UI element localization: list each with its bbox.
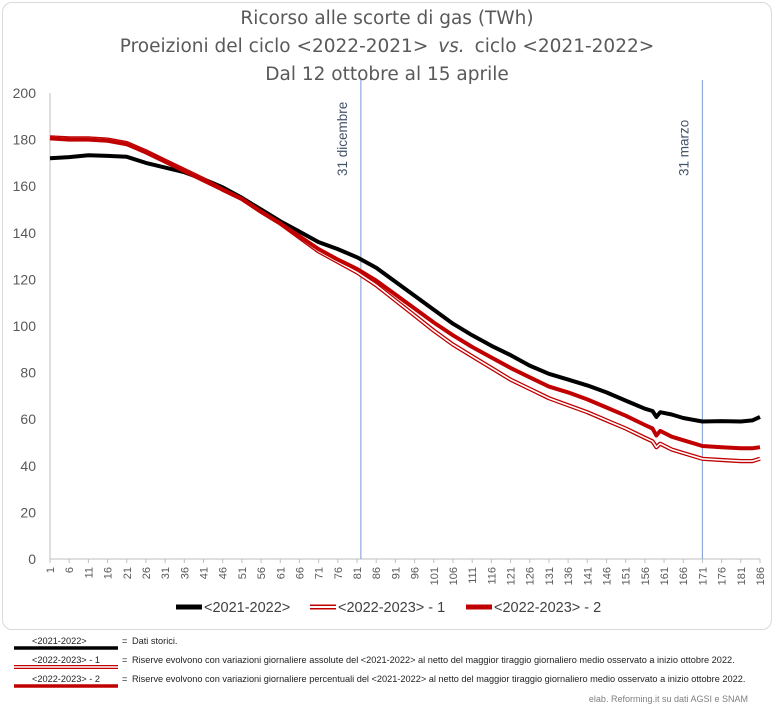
chart-frame [2,2,772,630]
note-row-projection-2: <2022-2023> - 2 = Riserve evolvono con v… [10,674,770,693]
notes-block: <2021-2022> = Dati storici. <2022-2023> … [10,636,770,693]
x-tick-label: 71 [314,567,326,579]
x-axis-ticks: 1 6 11 16 21 26 31 36 41 46 51 56 61 66 71 76 81 86 91 96 10… [45,559,767,585]
x-tick-label: 56 [256,567,268,579]
chart-title-part-vs: vs. [438,36,464,57]
legend: <2021-2022> <2022-2023> - 1 <2022-2023> - … [176,600,601,616]
series-line [49,153,761,424]
x-tick-label: 181 [736,567,748,585]
x-tick-label: 31 [160,567,172,579]
y-tick-label: 160 [13,178,37,194]
note-row-projection-1: <2022-2023> - 1 = Riserve evolvono con v… [10,655,770,674]
chart-axes [49,93,760,560]
y-tick-label: 80 [20,365,36,381]
reference-line-label: 31 marzo [676,120,691,176]
y-axis-ticks: 0 20 40 60 80 100 120 140 160 180 200 [13,85,37,567]
series-line [49,136,761,451]
legend-label: <2021-2022> [204,600,290,616]
x-tick-label: 26 [141,567,153,579]
note-swatch-projection-1 [14,665,118,669]
x-tick-label: 81 [352,567,364,579]
note-equals: = [122,636,128,646]
chart-title-line-1: Ricorso alle scorte di gas (TWh) [240,8,533,29]
y-tick-label: 60 [20,411,36,427]
reference-lines: 31 dicembre 31 marzo [335,80,704,559]
note-description: Riserve evolvono con variazioni giornali… [132,655,735,665]
note-name: <2021-2022> [32,636,87,646]
x-tick-label: 161 [659,567,671,585]
x-tick-label: 51 [237,567,249,579]
x-tick-label: 46 [218,567,230,579]
note-description: Dati storici. [132,636,178,646]
x-tick-label: 146 [601,567,613,585]
legend-label: <2022-2023> - 2 [494,600,601,616]
y-tick-label: 200 [13,85,37,101]
y-tick-label: 120 [13,271,37,287]
x-tick-label: 96 [410,567,422,579]
chart-title-part-a: Proeizioni del ciclo <2022-2021> [120,36,429,57]
y-tick-label: 100 [13,318,37,334]
x-tick-label: 126 [525,567,537,585]
chart-title-line-2: Proeizioni del ciclo <2022-2021> vs. cic… [120,36,655,57]
note-equals: = [122,674,128,684]
x-tick-label: 151 [621,567,633,585]
note-name: <2022-2023> - 1 [32,655,100,665]
legend-label: <2022-2023> - 1 [338,600,445,616]
x-tick-label: 61 [275,567,287,579]
x-tick-label: 176 [717,567,729,585]
note-name: <2022-2023> - 2 [32,674,100,684]
chart-title-part-b: ciclo <2021-2022> [475,36,655,57]
x-tick-label: 141 [582,567,594,585]
reference-line-label: 31 dicembre [335,102,350,176]
y-tick-label: 0 [28,551,36,567]
x-tick-label: 11 [83,567,95,578]
x-tick-label: 166 [678,567,690,585]
x-tick-label: 86 [371,567,383,579]
source-credit: elab. Reforming.it su dati AGSI e SNAM [588,694,748,704]
x-tick-label: 111 [467,567,479,584]
note-row-historical: <2021-2022> = Dati storici. [10,636,770,655]
x-tick-label: 91 [390,567,402,579]
x-tick-label: 156 [640,567,652,585]
x-tick-label: 106 [448,567,460,585]
x-tick-label: 41 [199,567,211,579]
x-tick-label: 116 [486,567,498,585]
x-tick-label: 131 [544,567,556,585]
y-tick-label: 20 [20,504,36,520]
x-tick-label: 21 [122,567,134,579]
x-tick-label: 101 [429,567,441,585]
series-lines [49,135,761,464]
x-tick-label: 171 [697,567,709,585]
y-tick-label: 180 [13,132,37,148]
x-tick-label: 16 [103,567,115,579]
note-description: Riserve evolvono con variazioni giornali… [132,674,746,684]
note-equals: = [122,655,128,665]
x-tick-label: 1 [45,567,57,573]
x-tick-label: 66 [294,567,306,579]
line-chart: Ricorso alle scorte di gas (TWh) Proeizi… [13,8,767,616]
note-swatch-projection-2 [14,684,118,688]
x-tick-label: 36 [179,567,191,579]
chart-title-line-3: Dal 12 ottobre al 15 aprile [265,64,509,85]
y-tick-label: 140 [13,225,37,241]
note-swatch-historical [14,646,118,650]
x-tick-label: 6 [64,567,76,573]
x-tick-label: 76 [333,567,345,579]
x-tick-label: 136 [563,567,575,585]
x-tick-label: 121 [506,567,518,585]
x-tick-label: 186 [755,567,767,585]
y-tick-label: 40 [20,458,36,474]
